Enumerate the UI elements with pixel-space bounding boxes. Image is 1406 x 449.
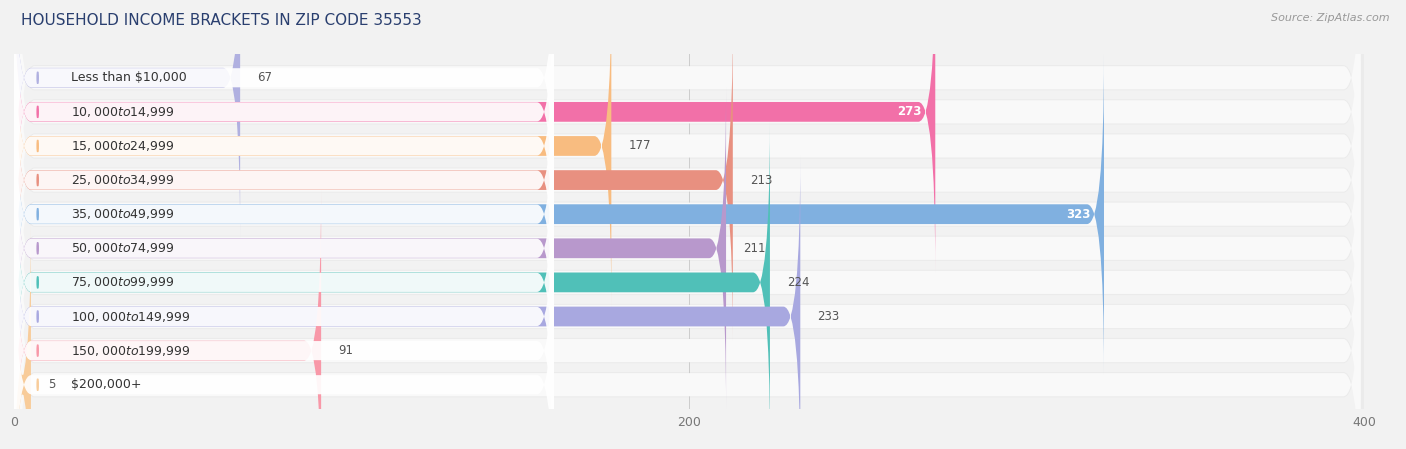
Text: HOUSEHOLD INCOME BRACKETS IN ZIP CODE 35553: HOUSEHOLD INCOME BRACKETS IN ZIP CODE 35…	[21, 13, 422, 28]
Text: 177: 177	[628, 140, 651, 153]
FancyBboxPatch shape	[17, 123, 1361, 441]
FancyBboxPatch shape	[14, 19, 554, 341]
Text: 213: 213	[749, 174, 772, 187]
FancyBboxPatch shape	[17, 0, 1361, 237]
Text: 323: 323	[1066, 208, 1091, 220]
FancyBboxPatch shape	[14, 0, 240, 238]
FancyBboxPatch shape	[14, 121, 554, 443]
Text: $25,000 to $34,999: $25,000 to $34,999	[72, 173, 174, 187]
FancyBboxPatch shape	[14, 156, 800, 449]
FancyBboxPatch shape	[14, 0, 554, 307]
FancyBboxPatch shape	[14, 22, 1364, 406]
FancyBboxPatch shape	[14, 90, 1364, 449]
Text: $15,000 to $24,999: $15,000 to $24,999	[72, 139, 174, 153]
FancyBboxPatch shape	[14, 0, 612, 307]
FancyBboxPatch shape	[14, 53, 1104, 375]
Text: 67: 67	[257, 71, 271, 84]
FancyBboxPatch shape	[14, 0, 935, 273]
Text: 273: 273	[897, 106, 922, 119]
Text: 5: 5	[48, 378, 55, 391]
FancyBboxPatch shape	[14, 88, 725, 409]
FancyBboxPatch shape	[14, 56, 1364, 440]
FancyBboxPatch shape	[14, 124, 1364, 449]
FancyBboxPatch shape	[17, 192, 1361, 449]
FancyBboxPatch shape	[17, 89, 1361, 407]
FancyBboxPatch shape	[17, 0, 1361, 305]
FancyBboxPatch shape	[14, 122, 770, 443]
FancyBboxPatch shape	[14, 155, 554, 449]
Text: $200,000+: $200,000+	[72, 378, 142, 391]
FancyBboxPatch shape	[14, 189, 554, 449]
Text: $50,000 to $74,999: $50,000 to $74,999	[72, 241, 174, 255]
FancyBboxPatch shape	[14, 0, 554, 273]
Text: 224: 224	[787, 276, 810, 289]
Text: 91: 91	[337, 344, 353, 357]
FancyBboxPatch shape	[14, 224, 554, 449]
FancyBboxPatch shape	[14, 0, 1364, 304]
Text: $150,000 to $199,999: $150,000 to $199,999	[72, 343, 191, 357]
Text: Source: ZipAtlas.com: Source: ZipAtlas.com	[1271, 13, 1389, 23]
FancyBboxPatch shape	[17, 158, 1361, 449]
Text: 211: 211	[742, 242, 765, 255]
FancyBboxPatch shape	[17, 226, 1361, 449]
FancyBboxPatch shape	[14, 0, 1364, 372]
FancyBboxPatch shape	[14, 0, 1364, 338]
Text: Less than $10,000: Less than $10,000	[72, 71, 187, 84]
Text: $100,000 to $149,999: $100,000 to $149,999	[72, 309, 191, 323]
FancyBboxPatch shape	[14, 224, 31, 449]
Text: $10,000 to $14,999: $10,000 to $14,999	[72, 105, 174, 119]
FancyBboxPatch shape	[14, 0, 554, 239]
FancyBboxPatch shape	[17, 55, 1361, 373]
FancyBboxPatch shape	[14, 87, 554, 409]
Text: $35,000 to $49,999: $35,000 to $49,999	[72, 207, 174, 221]
FancyBboxPatch shape	[17, 0, 1361, 271]
FancyBboxPatch shape	[14, 0, 1364, 270]
FancyBboxPatch shape	[14, 158, 1364, 449]
FancyBboxPatch shape	[14, 190, 321, 449]
Text: $75,000 to $99,999: $75,000 to $99,999	[72, 275, 174, 290]
FancyBboxPatch shape	[17, 21, 1361, 339]
FancyBboxPatch shape	[14, 53, 554, 375]
FancyBboxPatch shape	[14, 193, 1364, 449]
FancyBboxPatch shape	[14, 19, 733, 341]
Text: 233: 233	[817, 310, 839, 323]
